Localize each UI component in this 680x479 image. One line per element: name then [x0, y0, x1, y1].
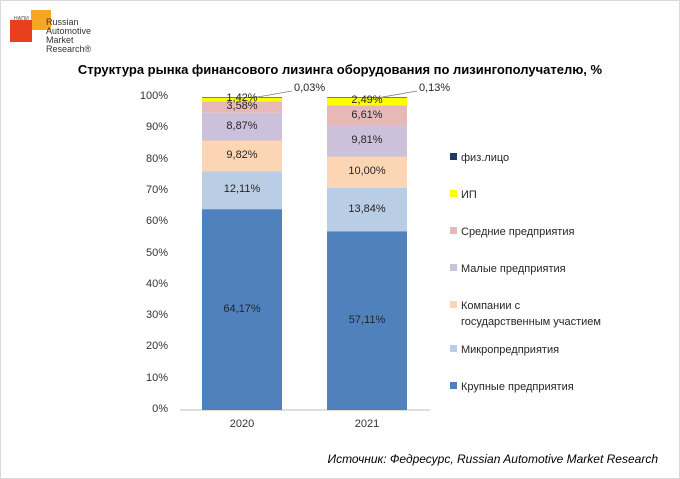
bar-segment [202, 112, 282, 141]
legend-swatch [450, 153, 457, 160]
x-tick-label: 2020 [229, 418, 255, 430]
bar-segment [202, 209, 282, 410]
legend-swatch [450, 301, 457, 308]
y-tick-label: 100% [139, 90, 168, 102]
x-tick-label: 2021 [354, 418, 380, 430]
legend-swatch [450, 382, 457, 389]
bar-segment [327, 97, 407, 106]
data-label: 12,11% [223, 183, 261, 196]
data-label: 0,13% [419, 82, 451, 95]
y-tick-label: 10% [145, 371, 168, 384]
bar-segment [202, 101, 282, 113]
logo-orange-square [31, 10, 51, 30]
y-tick-label: 80% [145, 152, 168, 165]
legend-label: физ.лицо [461, 152, 510, 164]
data-label: 64,17% [223, 302, 261, 315]
logo-name: Russian Automotive Market Research® [46, 17, 92, 54]
source-note: Источник: Федресурс, Russian Automotive … [327, 452, 658, 466]
data-label: 9,82% [226, 148, 258, 161]
logo-red-square [10, 20, 32, 42]
legend-label: Микропредприятия [461, 344, 560, 356]
data-label: 2,49% [351, 94, 383, 107]
y-tick-label: 50% [145, 246, 168, 259]
bar-segment [202, 171, 282, 210]
legend-label: ИП [461, 189, 477, 201]
bar-segment [327, 105, 407, 126]
data-label: 3,58% [226, 100, 258, 113]
legend-swatch [450, 345, 457, 352]
bar-segment [327, 125, 407, 157]
legend-label: Компании с государственным участием [461, 300, 601, 328]
bar-segment [202, 97, 282, 98]
y-tick-label: 60% [145, 215, 168, 228]
y-tick-label: 30% [145, 309, 168, 322]
leader-line [251, 90, 293, 99]
legend-label: Средние предприятия [461, 226, 575, 238]
bar-segment [327, 231, 407, 410]
data-label: 1,42% [226, 92, 258, 105]
y-tick-label: 40% [145, 277, 168, 290]
chart-title: Структура рынка финансового лизинга обор… [77, 62, 603, 77]
logo: НАПИ Russian Automotive Market Research® [8, 8, 98, 68]
bar-segment [327, 97, 407, 98]
y-tick-label: 20% [145, 340, 168, 353]
legend-swatch [450, 264, 457, 271]
y-tick-label: 90% [145, 121, 168, 134]
data-label: 57,11% [348, 313, 386, 326]
data-label: 10,00% [348, 165, 386, 178]
bar-segment [327, 156, 407, 188]
leader-line [376, 90, 418, 99]
y-tick-label: 0% [152, 403, 168, 415]
data-label: 9,81% [351, 134, 383, 147]
data-label: 0,03% [294, 82, 326, 94]
data-label: 6,61% [351, 108, 383, 121]
legend-label: Малые предприятия [461, 263, 566, 275]
legend-swatch [450, 190, 457, 197]
bar-segment [202, 97, 282, 102]
y-tick-label: 70% [145, 183, 168, 196]
legend-label: Крупные предприятия [461, 381, 574, 393]
bar-segment [327, 187, 407, 232]
data-label: 13,84% [348, 202, 386, 215]
legend-swatch [450, 227, 457, 234]
data-label: 8,87% [226, 119, 258, 132]
bar-segment [202, 140, 282, 172]
logo-small-text: НАПИ [14, 16, 29, 22]
